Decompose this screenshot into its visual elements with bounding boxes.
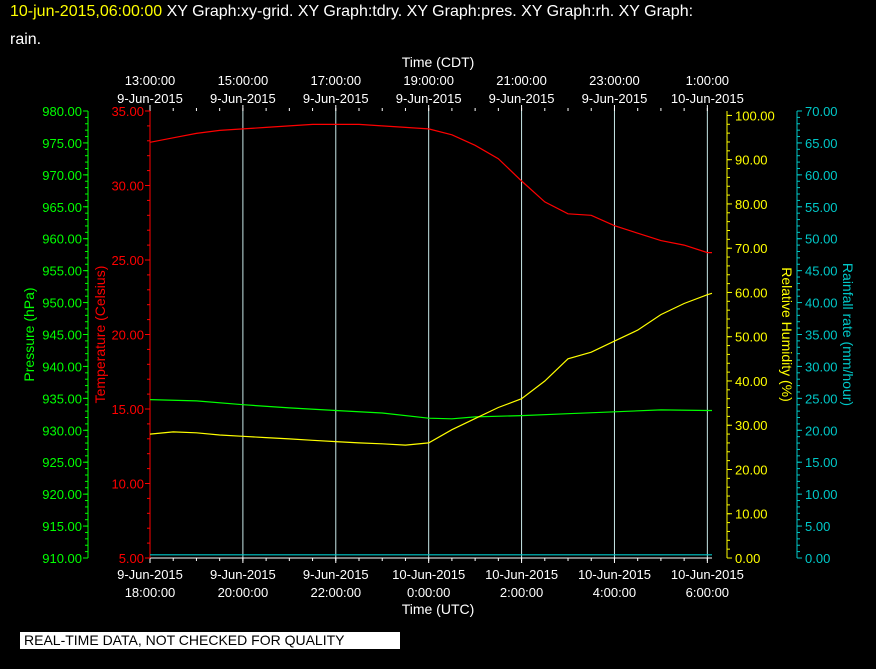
x-top-tick-date: 9-Jun-2015 [582, 91, 648, 106]
temperature-tick-label: 30.00 [111, 179, 144, 194]
humidity-tick-label: 100.00 [735, 108, 775, 123]
pressure-tick-label: 970.00 [42, 168, 82, 183]
rainfall-tick-label: 10.00 [805, 487, 838, 502]
humidity-tick-label: 60.00 [735, 285, 768, 300]
rainfall-tick-label: 35.00 [805, 328, 838, 343]
humidity-tick-label: 70.00 [735, 241, 768, 256]
x-tick-date-utc: 9-Jun-2015 [117, 567, 183, 582]
graph-title-continued: rain. [10, 31, 42, 48]
x-top-tick-time: 17:00:00 [310, 73, 361, 88]
x-top-tick-date: 9-Jun-2015 [489, 91, 555, 106]
rainfall-tick-label: 45.00 [805, 264, 838, 279]
humidity-tick-label: 90.00 [735, 153, 768, 168]
rainfall-tick-label: 40.00 [805, 296, 838, 311]
pressure-tick-label: 920.00 [42, 487, 82, 502]
pressure-tick-label: 910.00 [42, 551, 82, 566]
pressure-tick-label: 945.00 [42, 328, 82, 343]
x-top-tick-date: 9-Jun-2015 [396, 91, 462, 106]
x-tick-date-utc: 10-Jun-2015 [392, 567, 465, 582]
axes [83, 105, 802, 563]
pressure-tick-label: 975.00 [42, 136, 82, 151]
temperature-tick-label: 10.00 [111, 477, 144, 492]
humidity-tick-label: 20.00 [735, 462, 768, 477]
x-top-tick-date: 10-Jun-2015 [671, 91, 744, 106]
axis-labels: 9-Jun-2015 18:00:00 13:00:00 9-Jun-2015 9-Ju… [21, 54, 856, 617]
x-top-tick-date: 9-Jun-2015 [210, 91, 276, 106]
pressure-tick-label: 935.00 [42, 391, 82, 406]
temperature-tick-label: 5.00 [119, 551, 144, 566]
pressure-tick-label: 960.00 [42, 232, 82, 247]
x-top-tick-date: 9-Jun-2015 [303, 91, 369, 106]
grid-lines [149, 111, 708, 558]
rainfall-tick-label: 25.00 [805, 391, 838, 406]
rainfall-tick-label: 55.00 [805, 200, 838, 215]
humidity-tick-label: 80.00 [735, 197, 768, 212]
x-tick-time-utc: 0:00:00 [407, 585, 450, 600]
x-tick-date-utc: 10-Jun-2015 [671, 567, 744, 582]
humidity-tick-label: 0.00 [735, 551, 760, 566]
rainfall-tick-label: 50.00 [805, 232, 838, 247]
temperature-tick-label: 20.00 [111, 328, 144, 343]
graph-title-text: XY Graph:xy-grid. XY Graph:tdry. XY Grap… [162, 3, 694, 20]
humidity-tick-label: 30.00 [735, 418, 768, 433]
x-tick-date-utc: 10-Jun-2015 [485, 567, 558, 582]
rainfall-tick-label: 60.00 [805, 168, 838, 183]
temperature-tick-label: 35.00 [111, 104, 144, 119]
quality-notice: REAL-TIME DATA, NOT CHECKED FOR QUALITY [20, 632, 400, 649]
temperature-tick-label: 15.00 [111, 402, 144, 417]
rainfall-axis-title: Rainfall rate (mm/hour) [840, 263, 856, 406]
humidity-axis-title: Relative Humidity (%) [779, 267, 795, 402]
x-top-tick-time: 19:00:00 [403, 73, 454, 88]
pressure-tick-label: 925.00 [42, 455, 82, 470]
rainfall-tick-label: 5.00 [805, 519, 830, 534]
top-axis-title: Time (CDT) [402, 54, 475, 70]
temperature-tick-label: 25.00 [111, 253, 144, 268]
x-tick-time-utc: 20:00:00 [218, 585, 269, 600]
x-tick-time-utc: 6:00:00 [686, 585, 729, 600]
x-tick-date-utc: 9-Jun-2015 [210, 567, 276, 582]
pressure-tick-label: 955.00 [42, 264, 82, 279]
pressure-tick-label: 980.00 [42, 104, 82, 119]
x-top-tick-time: 15:00:00 [218, 73, 269, 88]
bottom-axis-title: Time (UTC) [402, 601, 475, 617]
x-top-tick-time: 13:00:00 [125, 73, 176, 88]
graph-timestamp: 10-jun-2015,06:00:00 [10, 3, 163, 20]
x-tick-time-utc: 22:00:00 [310, 585, 361, 600]
pressure-axis-title: Pressure (hPa) [21, 287, 37, 381]
x-tick-date-utc: 10-Jun-2015 [578, 567, 651, 582]
x-tick-time-utc: 2:00:00 [500, 585, 543, 600]
graph-title: 10-jun-2015,06:00:00 XY Graph:xy-grid. X… [10, 3, 693, 21]
x-tick-time-utc: 18:00:00 [125, 585, 176, 600]
series-line-rh [149, 292, 713, 446]
pressure-tick-label: 915.00 [42, 519, 82, 534]
temperature-axis-title: Temperature (Celsius) [92, 266, 108, 404]
rainfall-tick-label: 15.00 [805, 455, 838, 470]
humidity-tick-label: 40.00 [735, 374, 768, 389]
rainfall-tick-label: 20.00 [805, 423, 838, 438]
pressure-tick-label: 965.00 [42, 200, 82, 215]
humidity-tick-label: 50.00 [735, 330, 768, 345]
pressure-tick-label: 930.00 [42, 423, 82, 438]
pressure-tick-label: 950.00 [42, 296, 82, 311]
x-tick-time-utc: 4:00:00 [593, 585, 636, 600]
x-top-tick-time: 23:00:00 [589, 73, 640, 88]
rainfall-tick-label: 30.00 [805, 359, 838, 374]
pressure-tick-label: 940.00 [42, 359, 82, 374]
series-lines [149, 123, 713, 556]
x-top-tick-time: 1:00:00 [686, 73, 729, 88]
series-line-pres [149, 399, 712, 420]
rainfall-tick-label: 0.00 [805, 551, 830, 566]
humidity-tick-label: 10.00 [735, 507, 768, 522]
x-top-tick-date: 9-Jun-2015 [117, 91, 183, 106]
rainfall-tick-label: 70.00 [805, 104, 838, 119]
rainfall-tick-label: 65.00 [805, 136, 838, 151]
x-top-tick-time: 21:00:00 [496, 73, 547, 88]
series-line-tdry [149, 123, 712, 254]
x-tick-date-utc: 9-Jun-2015 [303, 567, 369, 582]
